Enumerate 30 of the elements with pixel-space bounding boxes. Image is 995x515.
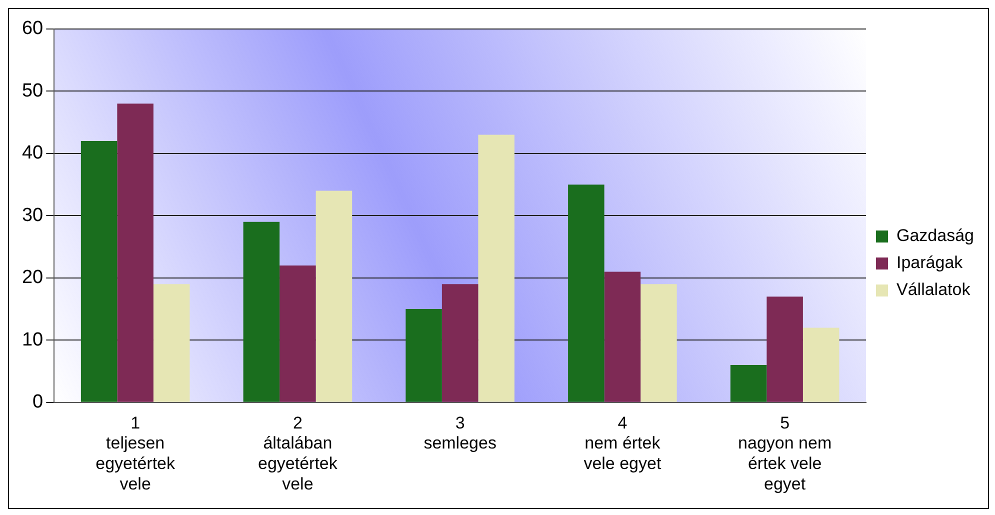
bar xyxy=(117,104,154,402)
y-tick-label: 10 xyxy=(22,329,44,350)
bar xyxy=(802,328,840,402)
legend-label: Iparágak xyxy=(896,253,964,272)
bar xyxy=(478,134,514,402)
bar xyxy=(316,190,352,402)
y-tick-label: 20 xyxy=(22,267,44,288)
x-tick-label: 4 nem értek vele egyet xyxy=(584,413,662,474)
y-tick-label: 50 xyxy=(22,80,44,102)
x-tick-label: 3 semleges xyxy=(424,413,496,453)
bar xyxy=(604,272,641,402)
bar xyxy=(153,284,190,402)
legend-label: Vállalatok xyxy=(896,280,971,300)
bar xyxy=(640,284,677,402)
bar xyxy=(568,184,604,402)
y-tick-label: 30 xyxy=(22,204,44,226)
x-tick-label: 1 teljesen egyetértek vele xyxy=(96,413,176,494)
y-tick-label: 40 xyxy=(22,142,44,164)
bar xyxy=(280,265,316,402)
bar xyxy=(730,365,767,402)
bar xyxy=(766,296,803,402)
y-tick-label: 0 xyxy=(32,392,44,413)
legend-label: Gazdaság xyxy=(896,226,974,246)
bar xyxy=(243,222,280,402)
bar xyxy=(442,284,478,402)
x-tick-label: 5 nagyon nem értek vele egyet xyxy=(738,413,832,494)
bar xyxy=(80,141,118,402)
y-tick-label: 60 xyxy=(22,18,44,40)
bar xyxy=(406,309,442,402)
x-tick-label: 2 általában egyetértek vele xyxy=(258,413,338,494)
